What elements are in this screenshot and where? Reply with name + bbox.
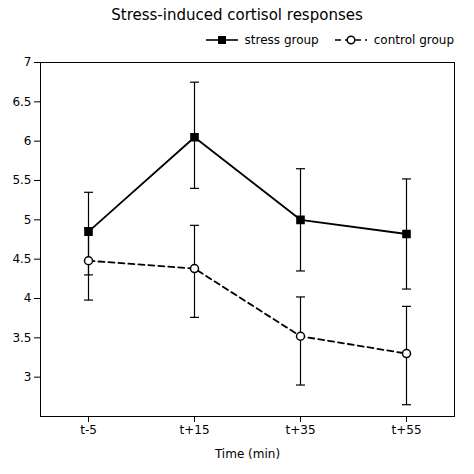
svg-text:4: 4: [24, 291, 32, 305]
svg-text:5: 5: [24, 213, 32, 227]
svg-text:7: 7: [24, 55, 32, 69]
html-text:Stress-induced cortisol respon: Stress-induced cortisol responses: [111, 6, 363, 24]
svg-text:6: 6: [24, 134, 32, 148]
svg-text:4.5: 4.5: [12, 252, 31, 266]
svg-text:3.5: 3.5: [12, 331, 31, 345]
html-text:stress group: stress group: [244, 33, 319, 47]
svg-text:t+15: t+15: [179, 423, 209, 437]
svg-text:3: 3: [24, 370, 32, 384]
svg-text:t+35: t+35: [285, 423, 315, 437]
svg-text:t+55: t+55: [391, 423, 421, 437]
svg-text:5.5: 5.5: [12, 173, 31, 187]
svg-text:6.5: 6.5: [12, 95, 31, 109]
html-text:control group: control group: [373, 33, 454, 47]
svg-text:t-5: t-5: [80, 423, 97, 437]
svg-text:Time (min): Time (min): [214, 447, 280, 461]
